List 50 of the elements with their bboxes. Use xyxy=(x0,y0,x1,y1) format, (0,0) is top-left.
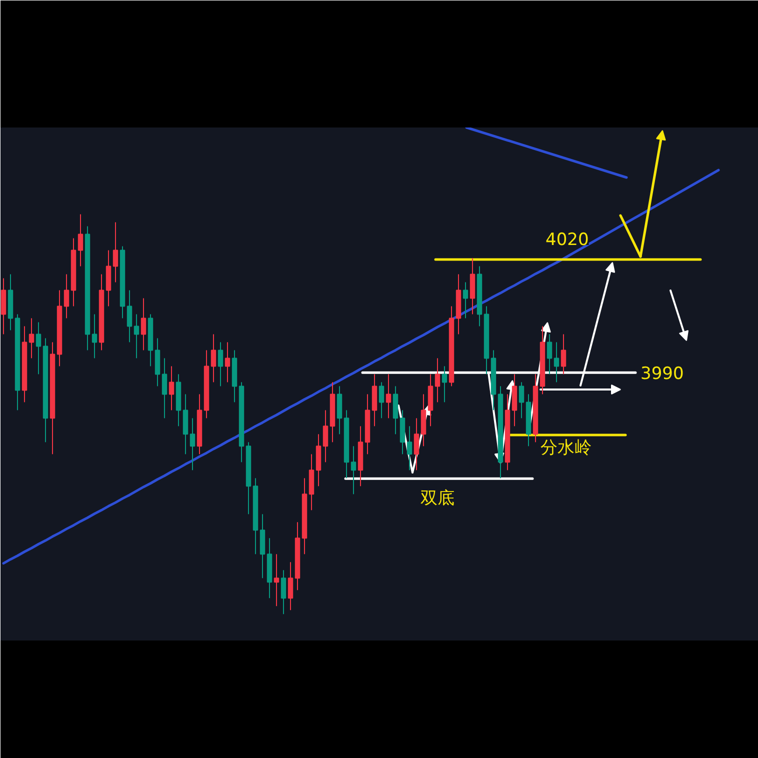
candlestick xyxy=(274,554,280,607)
candlestick xyxy=(210,334,216,383)
candlestick xyxy=(462,282,468,319)
candlestick xyxy=(162,358,168,419)
candlestick xyxy=(392,386,398,435)
candlestick xyxy=(64,274,70,319)
candlestick xyxy=(92,314,98,359)
candlestick xyxy=(190,418,196,471)
candlestick xyxy=(512,374,518,427)
candlestick xyxy=(350,446,356,495)
candlestick xyxy=(560,334,566,375)
candlestick xyxy=(420,394,426,447)
candlestick xyxy=(78,214,84,267)
candlestick xyxy=(218,342,224,387)
candlestick xyxy=(28,318,34,359)
ref-line-label: 双底 xyxy=(420,488,454,509)
candlestick xyxy=(518,382,524,419)
candlestick xyxy=(316,434,322,487)
candlestick xyxy=(0,278,6,335)
candlestick xyxy=(154,338,160,387)
candlestick xyxy=(280,570,286,615)
candlestick xyxy=(386,374,392,419)
candlestick xyxy=(428,374,434,427)
candlestick xyxy=(546,334,552,375)
candlestick xyxy=(414,418,420,471)
candlestick xyxy=(308,454,314,511)
candlestick xyxy=(112,222,118,283)
candlestick xyxy=(168,366,174,411)
candlestick xyxy=(182,394,188,455)
candlestick xyxy=(470,258,476,315)
candlestick xyxy=(442,366,448,403)
candlestick xyxy=(372,374,378,427)
candlestick xyxy=(336,386,342,435)
candlestick xyxy=(260,514,266,579)
candlestick xyxy=(288,562,294,611)
candlestick xyxy=(400,410,406,455)
candlestick xyxy=(36,322,42,375)
text: 3990 xyxy=(640,364,684,384)
candlestick xyxy=(554,342,560,383)
candlestick xyxy=(134,314,140,359)
candlestick xyxy=(140,298,146,351)
candlestick xyxy=(106,250,112,307)
annotation: 4020 xyxy=(546,230,589,250)
candlestick xyxy=(126,290,132,343)
ref-line-label: 分水岭 xyxy=(540,438,592,458)
candlestick xyxy=(434,358,440,403)
candlestick xyxy=(224,342,230,383)
candlestick xyxy=(322,410,328,463)
candlestick xyxy=(378,382,384,419)
candlestick xyxy=(406,426,412,471)
